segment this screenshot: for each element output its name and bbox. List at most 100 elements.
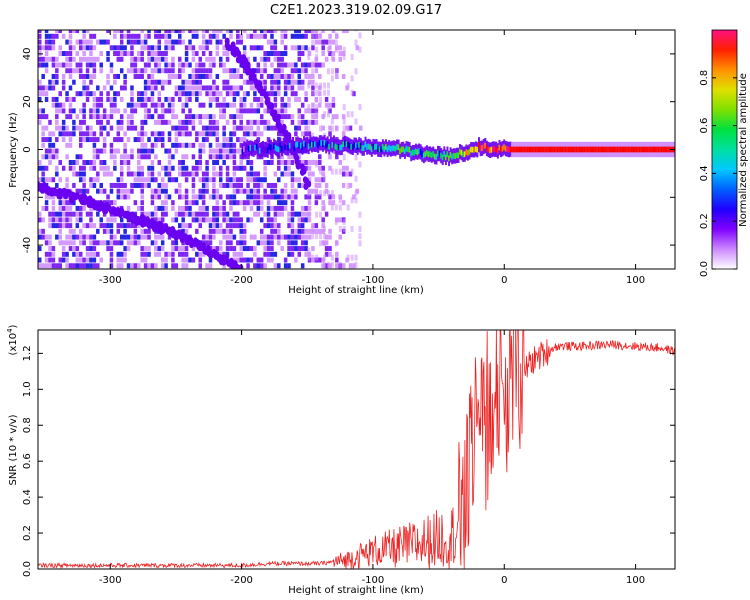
heatmap-cell	[338, 223, 343, 229]
heatmap-cell	[96, 148, 100, 154]
heatmap-cell	[229, 240, 233, 246]
heatmap-cell	[65, 251, 69, 257]
heatmap-cell	[266, 73, 271, 79]
heatmap-cell	[277, 73, 281, 79]
heatmap-cell	[273, 263, 278, 269]
heatmap-cell	[338, 204, 342, 211]
heatmap-cell	[188, 45, 192, 51]
heatmap-cell	[96, 96, 100, 102]
heatmap-cell	[68, 223, 73, 229]
heatmap-cell	[130, 62, 134, 68]
heatmap-cell	[157, 91, 162, 97]
heatmap-cell	[331, 194, 336, 200]
heatmap-cell	[290, 73, 295, 79]
heatmap-cell	[263, 223, 267, 229]
heatmap-cell	[297, 228, 302, 234]
heatmap-cell	[92, 182, 97, 188]
heatmap-cell	[113, 234, 117, 240]
heatmap-cell	[61, 240, 66, 246]
heatmap-cell	[78, 68, 83, 74]
heatmap-cell	[188, 131, 192, 137]
heatmap-cell	[184, 125, 189, 131]
heatmap-cell	[263, 108, 267, 114]
heatmap-cell	[140, 30, 144, 34]
heatmap-cell	[212, 62, 216, 68]
heatmap-cell	[270, 51, 274, 57]
heatmap-cell	[236, 39, 240, 45]
heatmap-cell	[188, 96, 192, 102]
heatmap-cell	[195, 211, 199, 217]
heatmap-cell	[270, 62, 274, 68]
heatmap-cell	[96, 114, 100, 120]
heatmap-cell	[147, 165, 151, 171]
heatmap-cell	[48, 211, 52, 217]
heatmap-cell	[297, 45, 302, 51]
heatmap-cell	[133, 62, 138, 68]
heatmap-cell	[381, 143, 384, 150]
heatmap-cell	[157, 33, 162, 39]
heatmap-cell	[75, 223, 80, 229]
heatmap-cell	[147, 251, 151, 257]
heatmap-cell	[276, 146, 279, 152]
heatmap-y-axis-label: Frequency (Hz)	[8, 112, 19, 188]
heatmap-cell	[181, 131, 185, 137]
heatmap-cell	[143, 119, 148, 125]
heatmap-cell	[99, 182, 103, 188]
heatmap-cell	[518, 146, 521, 153]
heatmap-cell	[65, 263, 69, 269]
heatmap-cell	[106, 119, 110, 125]
heatmap-cell	[38, 79, 42, 85]
heatmap-cell	[212, 160, 216, 166]
heatmap-cell	[113, 96, 117, 102]
heatmap-cell	[208, 102, 213, 108]
heatmap-cell	[441, 154, 444, 161]
x-tick-label: -200	[230, 275, 253, 286]
heatmap-cell	[284, 144, 287, 151]
heatmap-cell	[38, 228, 42, 234]
heatmap-x-axis-label: Height of straight line (km)	[288, 285, 424, 296]
heatmap-cell	[512, 146, 515, 153]
heatmap-cell	[317, 142, 320, 149]
heatmap-cell	[300, 51, 305, 57]
heatmap-cell	[324, 240, 329, 246]
heatmap-cell	[311, 30, 315, 34]
heatmap-cell	[188, 73, 192, 79]
heatmap-cell	[249, 119, 254, 125]
heatmap-cell	[205, 85, 209, 91]
heatmap-cell	[626, 146, 629, 153]
heatmap-cell	[315, 211, 319, 218]
heatmap-cell	[229, 30, 233, 34]
heatmap-cell	[285, 144, 288, 151]
heatmap-cell	[328, 194, 332, 200]
heatmap-cell	[400, 146, 403, 153]
heatmap-cell	[85, 39, 90, 45]
heatmap-cell	[188, 142, 192, 148]
heatmap-cell	[319, 190, 323, 197]
heatmap-cell	[495, 146, 498, 153]
heatmap-cell	[354, 175, 358, 182]
heatmap-cell	[297, 246, 302, 252]
heatmap-cell	[266, 119, 271, 125]
heatmap-cell	[253, 85, 257, 91]
heatmap-cell	[61, 79, 66, 85]
heatmap-cell	[215, 160, 220, 166]
heatmap-cell	[225, 30, 230, 34]
heatmap-cell	[167, 33, 172, 39]
heatmap-cell	[482, 143, 485, 150]
heatmap-cell	[89, 234, 93, 240]
heatmap-cell	[283, 102, 288, 108]
heatmap-cell	[205, 131, 209, 137]
heatmap-cell	[332, 140, 335, 146]
heatmap-cell	[126, 171, 131, 177]
heatmap-cell	[89, 91, 93, 97]
heatmap-cell	[283, 30, 288, 34]
heatmap-cell	[41, 137, 45, 143]
heatmap-cell	[232, 73, 237, 79]
heatmap-cell	[232, 211, 237, 217]
heatmap-cell	[116, 194, 121, 200]
heatmap-cell	[123, 257, 127, 263]
heatmap-cell	[181, 205, 185, 211]
heatmap-cell	[283, 194, 288, 200]
heatmap-cell	[604, 146, 607, 153]
heatmap-cell	[520, 146, 523, 153]
